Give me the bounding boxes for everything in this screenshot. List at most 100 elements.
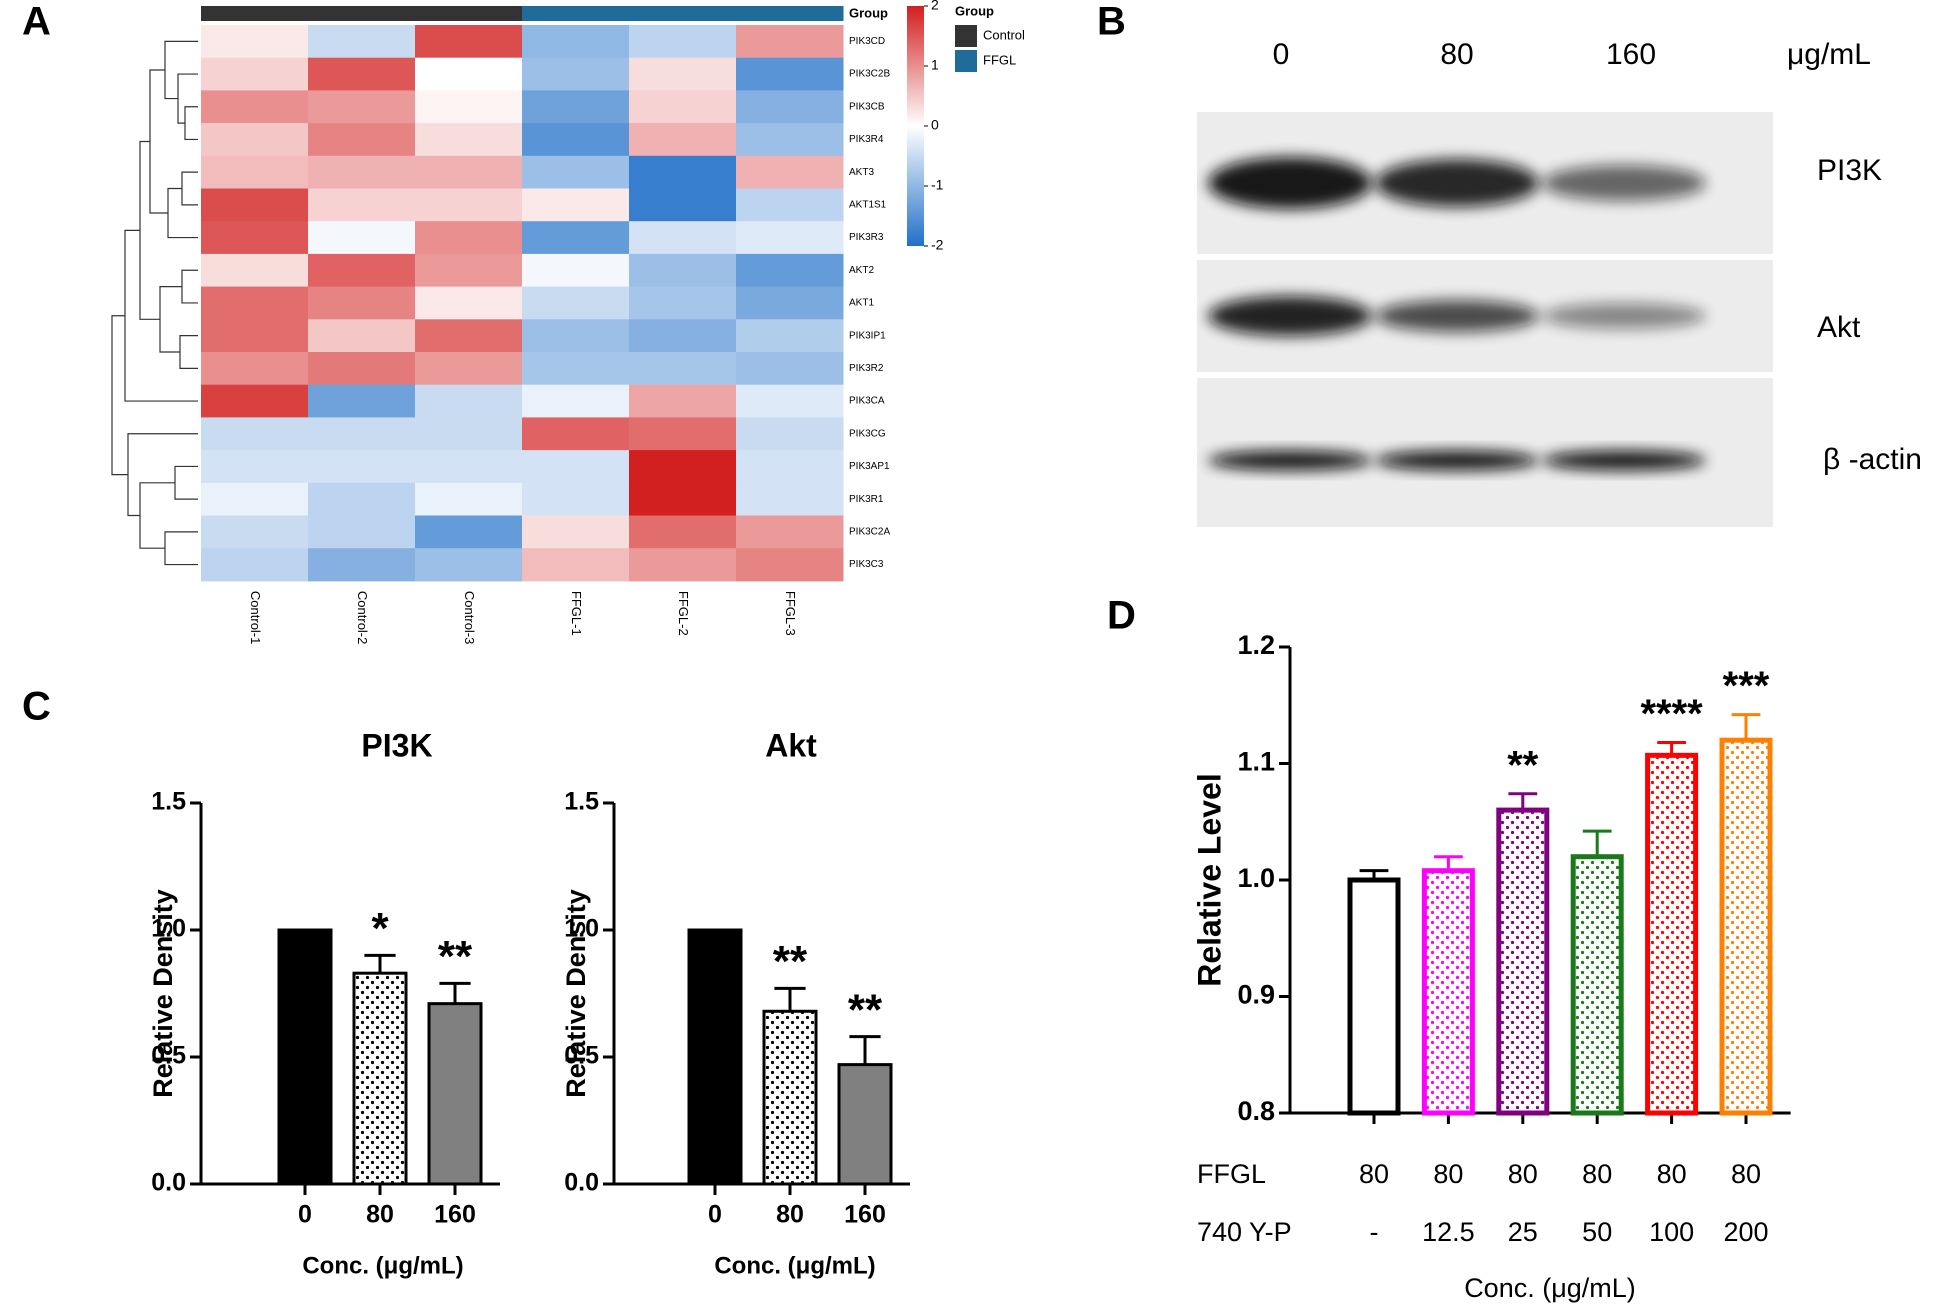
column-label: Control-3: [462, 591, 477, 644]
heatmap-cell: [201, 155, 309, 189]
colorbar-label: -1: [931, 177, 944, 193]
x-tick-label: 160: [844, 1201, 886, 1229]
row-label: PIK3CD: [849, 36, 885, 47]
row-label: PIK3CG: [849, 428, 886, 439]
dendrogram: [179, 335, 198, 369]
table-cell: 200: [1723, 1217, 1768, 1247]
row-label: PIK3R1: [849, 494, 884, 505]
heatmap-cell: [736, 221, 844, 255]
heatmap-cell: [415, 188, 523, 222]
heatmap-cell: [201, 188, 309, 222]
chart-title: Akt: [765, 727, 817, 763]
heatmap-cell: [201, 384, 309, 418]
y-tick-label: 0.9: [1237, 980, 1275, 1010]
blot-band: [1208, 450, 1372, 471]
blot-band: [1542, 165, 1706, 201]
dendrogram: [181, 171, 198, 206]
heatmap-cell: [201, 352, 309, 386]
heatmap-cell: [201, 57, 309, 91]
heatmap-cell: [201, 286, 309, 320]
dendrogram: [184, 106, 198, 141]
heatmap-cell: [415, 450, 523, 484]
heatmap-cell: [736, 417, 844, 451]
heatmap-cell: [736, 286, 844, 320]
y-tick-label: 1.5: [564, 788, 599, 816]
bar: [427, 1002, 483, 1186]
table-cell: 80: [1359, 1159, 1389, 1189]
heatmap-cell: [736, 123, 844, 157]
x-tick-label: 0: [298, 1201, 312, 1229]
legend-title: Group: [955, 3, 994, 18]
row-label: AKT1S1: [849, 199, 887, 210]
colorbar-label: 0: [931, 117, 939, 133]
colorbar-label: 2: [931, 0, 939, 13]
heatmap-cell: [415, 319, 523, 353]
heatmap-cell: [415, 123, 523, 157]
heatmap-cell: [415, 482, 523, 516]
column-label: FFGL-1: [569, 591, 584, 636]
heatmap-cell: [629, 548, 737, 582]
heatmap-cell: [629, 384, 737, 418]
heatmap-cell: [522, 417, 630, 451]
row-label: PIK3R2: [849, 363, 884, 374]
row-label: PIK3CA: [849, 396, 885, 407]
heatmap-cell: [736, 90, 844, 124]
dendrogram: [127, 433, 198, 517]
heatmap-cell: [629, 417, 737, 451]
colorbar-label: 1: [931, 57, 939, 73]
legend-swatch: [955, 50, 977, 72]
heatmap-cell: [522, 319, 630, 353]
blot-band: [1542, 303, 1706, 329]
blot-band: [1375, 450, 1539, 471]
heatmap-cell: [308, 450, 416, 484]
dendrogram: [174, 465, 198, 500]
dendrogram: [181, 269, 198, 304]
significance: **: [1507, 743, 1539, 787]
heatmap-cell: [308, 57, 416, 91]
heatmap-cell: [201, 25, 309, 59]
heatmap-cell: [736, 253, 844, 288]
heatmap-cell: [201, 123, 309, 157]
significance: **: [438, 932, 473, 981]
heatmap-cell: [201, 90, 309, 124]
heatmap-cell: [522, 155, 630, 189]
heatmap-cell: [522, 123, 630, 157]
heatmap-cell: [629, 221, 737, 255]
heatmap-cell: [736, 155, 844, 189]
heatmap-cell: [629, 253, 737, 288]
heatmap-cell: [201, 319, 309, 353]
bar: [1719, 737, 1773, 1116]
x-tick-label: 80: [776, 1201, 804, 1229]
table-cell: -: [1370, 1217, 1379, 1247]
row-label: PIK3AP1: [849, 461, 890, 472]
dendrogram: [124, 229, 198, 402]
y-tick-label: 0.0: [151, 1169, 186, 1197]
heatmap-cell: [415, 286, 523, 320]
panel-label: B: [1097, 0, 1126, 44]
heatmap-cell: [629, 482, 737, 516]
group-bar: [308, 6, 416, 21]
heatmap-cell: [522, 286, 630, 320]
heatmap-cell: [201, 515, 309, 549]
blot-band: [1208, 296, 1372, 336]
bar: [1347, 877, 1401, 1116]
heatmap-cell: [522, 25, 630, 59]
heatmap-cell: [308, 417, 416, 451]
blot-band: [1375, 300, 1539, 332]
heatmap-cell: [308, 352, 416, 386]
heatmap-cell: [308, 515, 416, 549]
lane-label: 0: [1273, 38, 1290, 71]
table-cell: 80: [1508, 1159, 1538, 1189]
table-cell: 80: [1582, 1159, 1612, 1189]
heatmap-cell: [629, 515, 737, 549]
heatmap-cell: [522, 221, 630, 255]
heatmap-cell: [522, 57, 630, 91]
table-cell: 12.5: [1422, 1217, 1475, 1247]
heatmap-cell: [415, 384, 523, 418]
heatmap-cell: [736, 548, 844, 582]
dendrogram: [111, 315, 128, 476]
x-axis-title: Conc. (μg/mL): [302, 1252, 463, 1279]
significance: ****: [1640, 692, 1703, 736]
